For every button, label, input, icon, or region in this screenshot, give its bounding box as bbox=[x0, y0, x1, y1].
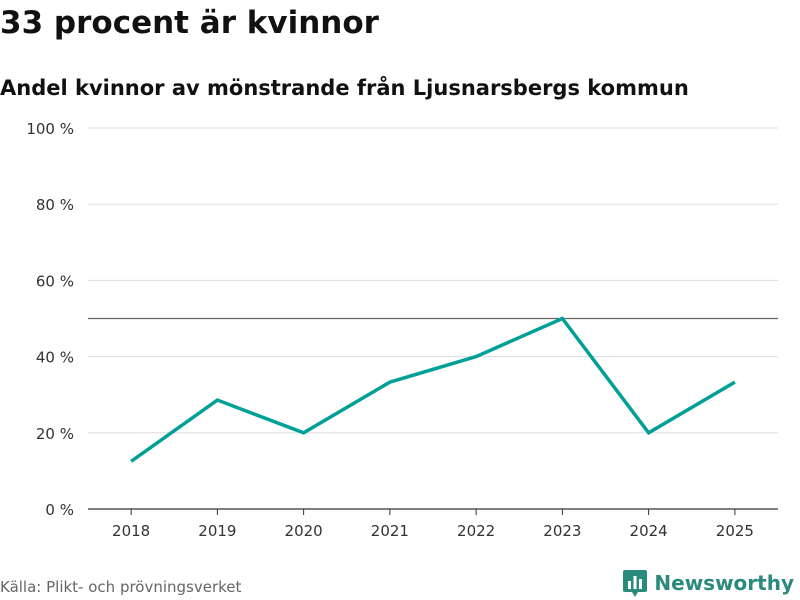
y-tick-label-0: 0 % bbox=[45, 501, 74, 519]
chart-title: 33 procent är kvinnor bbox=[0, 5, 379, 41]
y-tick-label-40: 40 % bbox=[36, 349, 74, 367]
x-tick-label-2025: 2025 bbox=[716, 522, 754, 540]
x-tick-label-2020: 2020 bbox=[285, 522, 323, 540]
x-tick-label-2024: 2024 bbox=[630, 522, 668, 540]
brand-name: Newsworthy bbox=[654, 571, 794, 595]
brand-logo[interactable]: Newsworthy bbox=[622, 568, 794, 598]
x-axis-ticks: 2018 2019 2020 2021 2022 2023 2024 2025 bbox=[112, 509, 754, 540]
series-group bbox=[130, 316, 736, 463]
series-line-0 bbox=[130, 316, 736, 463]
bar-chart-bubble-icon bbox=[623, 570, 648, 597]
source-note: Källa: Plikt- och prövningsverket bbox=[0, 578, 242, 596]
grid-lines bbox=[88, 127, 778, 434]
y-tick-label-60: 60 % bbox=[36, 272, 74, 290]
x-tick-label-2022: 2022 bbox=[457, 522, 495, 540]
x-tick-label-2023: 2023 bbox=[543, 522, 581, 540]
y-axis-ticks: 0 % 20 % 40 % 60 % 80 % 100 % bbox=[26, 120, 74, 519]
y-tick-label-80: 80 % bbox=[36, 196, 74, 214]
y-tick-label-20: 20 % bbox=[36, 425, 74, 443]
chart-subtitle: Andel kvinnor av mönstrande från Ljusnar… bbox=[0, 76, 689, 100]
y-tick-label-100: 100 % bbox=[26, 120, 74, 138]
x-tick-label-2019: 2019 bbox=[198, 522, 236, 540]
x-tick-label-2018: 2018 bbox=[112, 522, 150, 540]
x-tick-label-2021: 2021 bbox=[371, 522, 409, 540]
